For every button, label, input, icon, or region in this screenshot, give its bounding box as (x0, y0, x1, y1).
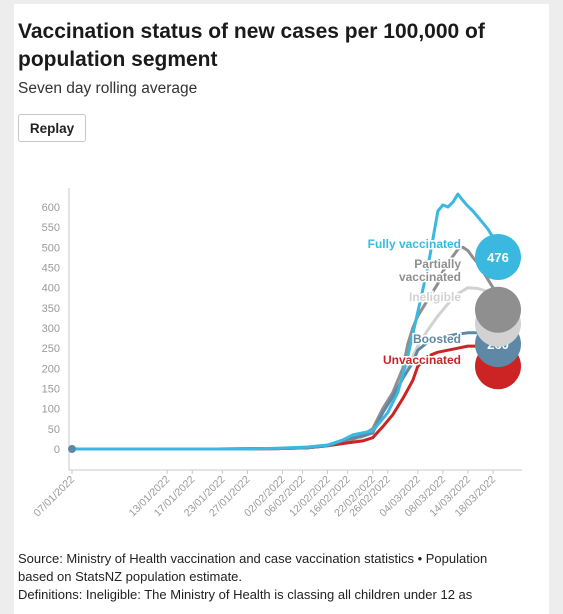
chart-title: Vaccination status of new cases per 100,… (18, 20, 485, 71)
end-badge-value: 476 (487, 250, 509, 265)
y-tick-label: 300 (42, 323, 60, 335)
definitions-note: Definitions: Ineligible: The Ministry of… (18, 587, 473, 602)
end-badge-partially-vaccinated (475, 286, 521, 333)
y-tick-label: 100 (42, 404, 60, 416)
series-label-partially-vaccinated: vaccinated (399, 270, 461, 284)
y-tick-label: 350 (42, 303, 60, 315)
y-tick-label: 600 (42, 202, 60, 214)
chart-subtitle: Seven day rolling average (18, 80, 198, 97)
y-tick-label: 0 (54, 444, 60, 456)
y-tick-label: 550 (42, 222, 60, 234)
series-label-fully-vaccinated: Fully vaccinated (368, 237, 461, 251)
y-tick-label: 450 (42, 263, 60, 275)
chart-lines (68, 192, 500, 453)
y-tick-label: 250 (42, 343, 60, 355)
y-tick-label: 150 (42, 384, 60, 396)
series-label-partially-vaccinated: Partially (414, 257, 461, 271)
line-ineligible (70, 286, 500, 451)
replay-button[interactable]: Replay (18, 114, 86, 142)
y-tick-label: 200 (42, 363, 60, 375)
chart-end-badges: 260476 (475, 234, 521, 390)
series-label-unvaccinated: Unvaccinated (383, 353, 461, 367)
start-point (68, 445, 76, 453)
y-tick-label: 50 (48, 424, 60, 436)
y-tick-label: 400 (42, 283, 60, 295)
series-label-ineligible: Ineligible (409, 290, 461, 304)
y-tick-label: 500 (42, 242, 60, 254)
series-label-boosted: Boosted (413, 332, 461, 346)
end-badge-fully-vaccinated (475, 234, 521, 281)
line-fully-vaccinated (70, 192, 500, 451)
line-boosted (70, 331, 500, 451)
x-tick-label: 07/01/2022 (31, 474, 77, 520)
source-note: Source: Ministry of Health vaccination a… (18, 551, 488, 584)
line-chart: 0 50 100 150 200 250 300 350 400 450 500 550 600 07/0… (31, 188, 522, 520)
chart-card (14, 4, 549, 614)
